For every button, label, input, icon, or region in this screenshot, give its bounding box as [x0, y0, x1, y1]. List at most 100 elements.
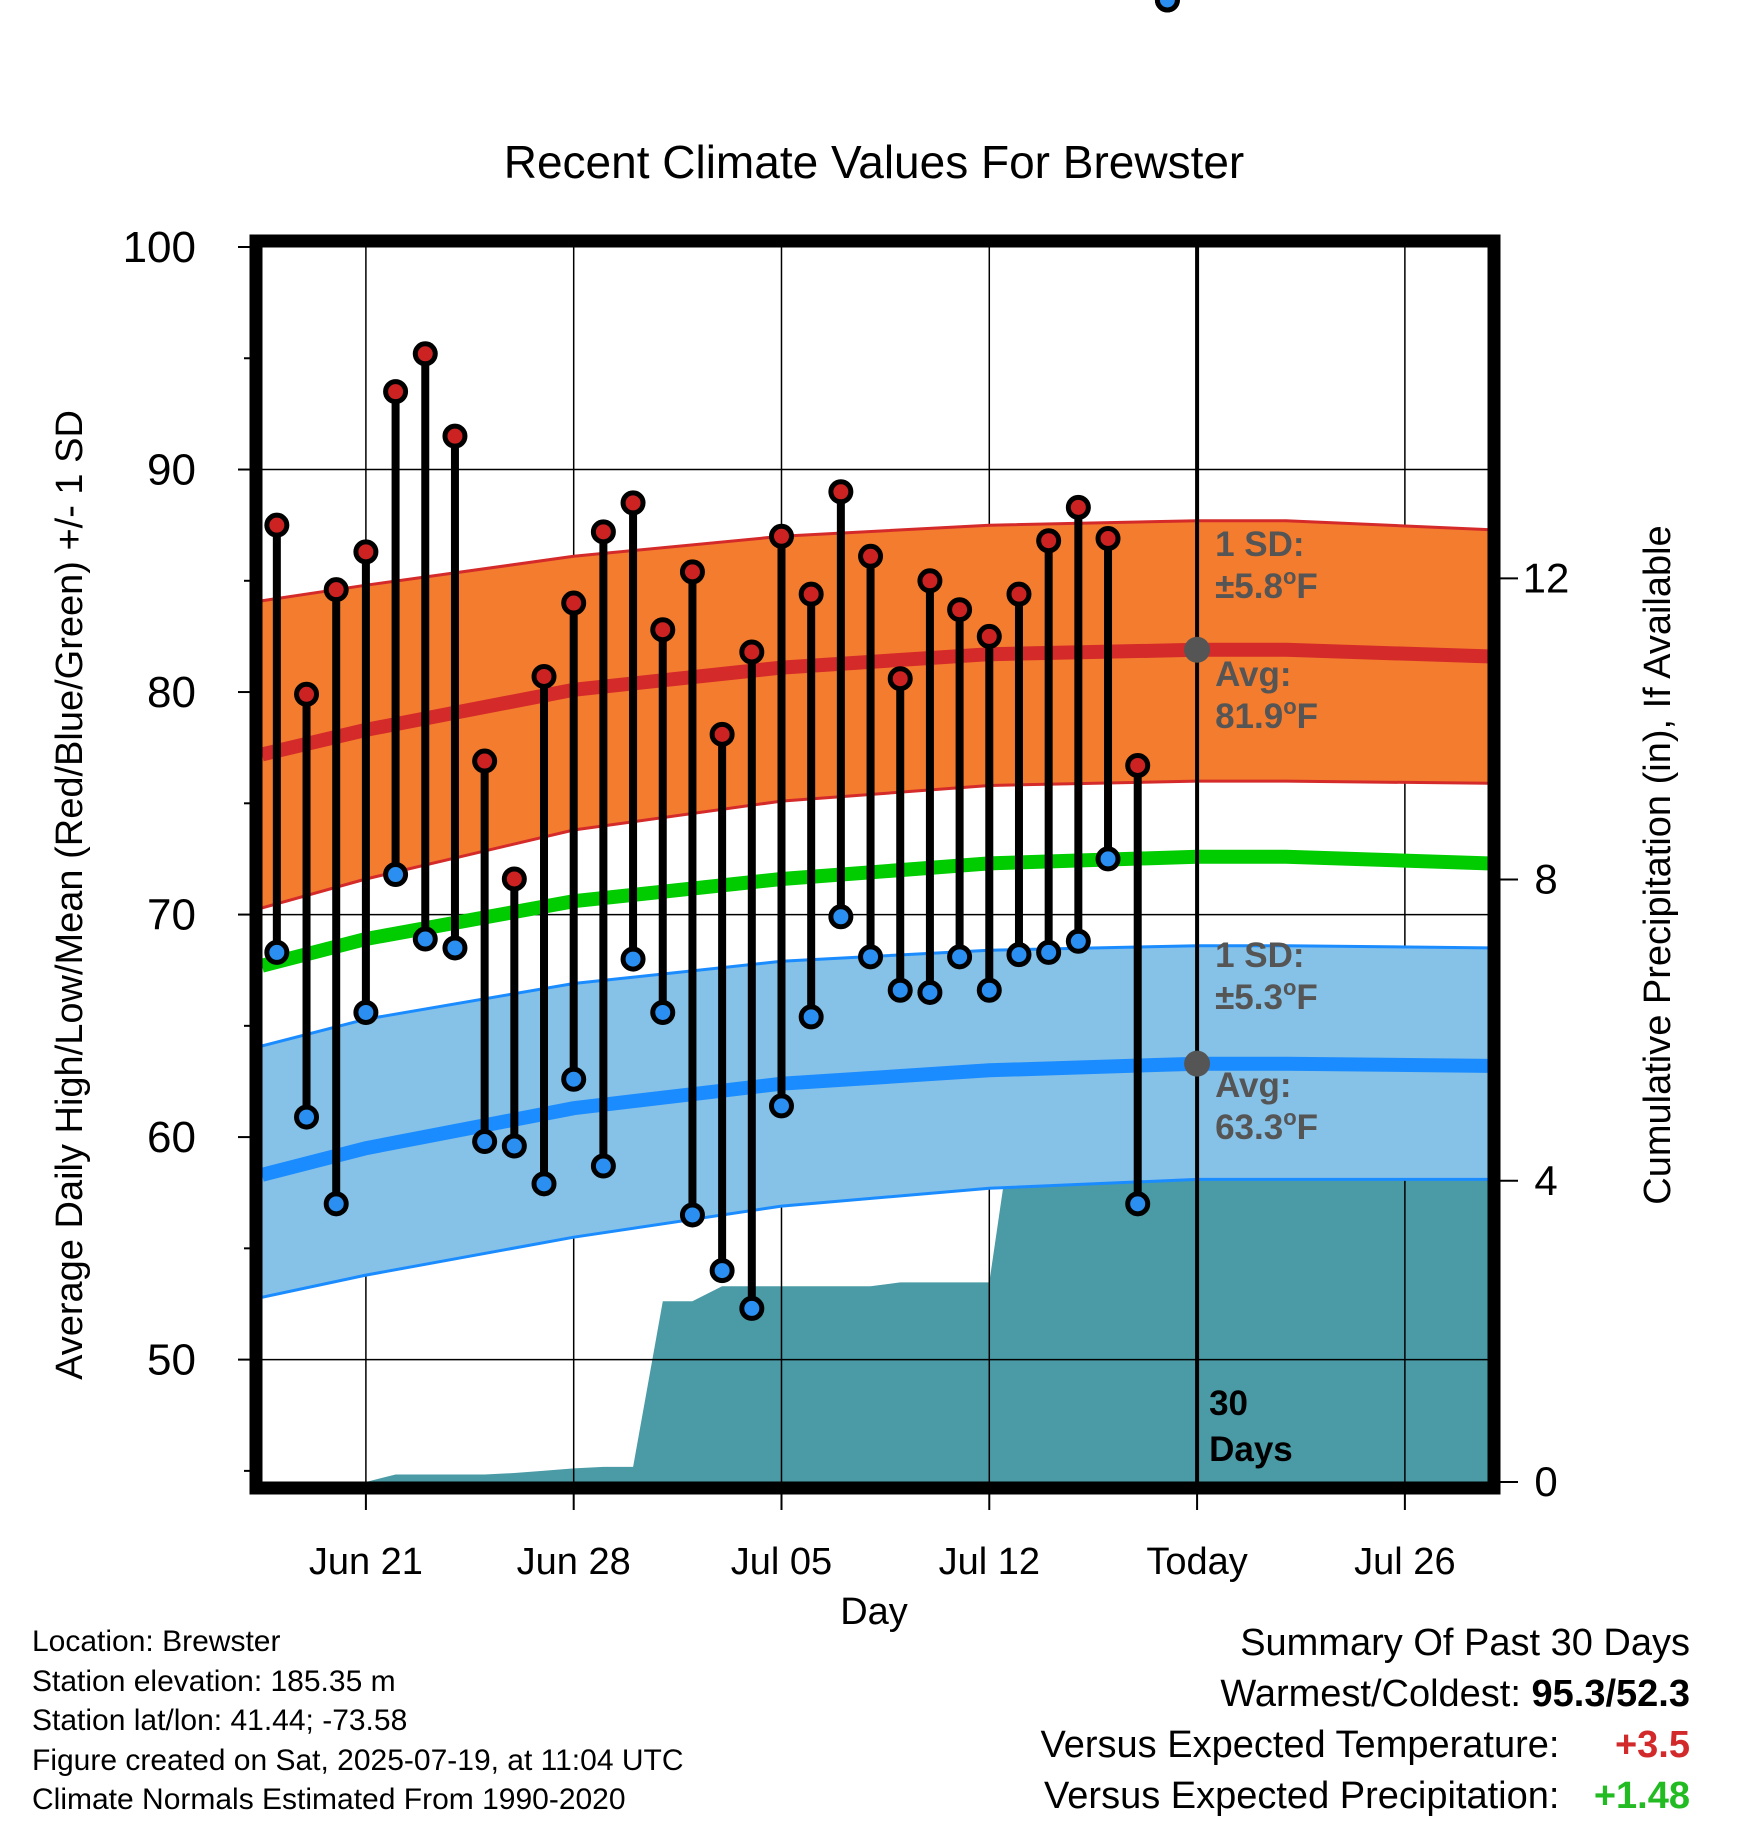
daily-low-point — [768, 1093, 794, 1119]
daily-high-point — [1065, 494, 1091, 520]
y-tick-label: 70 — [147, 891, 196, 940]
window-unit: Days — [1209, 1430, 1293, 1469]
daily-high-point — [590, 519, 616, 545]
high-avg-marker — [1184, 636, 1211, 663]
y2-tick-label: 12 — [1523, 554, 1570, 601]
daily-high-point — [294, 681, 320, 707]
mean-normal-line — [262, 849, 1488, 973]
low-avg-line — [262, 1056, 1488, 1182]
daily-low-point — [917, 979, 943, 1005]
x-tick-label: Jun 28 — [517, 1541, 631, 1583]
daily-high-point — [887, 666, 913, 692]
y-tick-label: 80 — [147, 668, 196, 717]
daily-low-point — [323, 1191, 349, 1217]
temp-value: +3.5 — [1614, 1724, 1690, 1766]
daily-high-point — [353, 539, 379, 565]
daily-low-point — [1006, 942, 1032, 968]
y-tick-label: 50 — [147, 1336, 196, 1385]
info-normals: Climate Normals Estimated From 1990-2020 — [32, 1783, 626, 1816]
low-sd-lower-line — [262, 1177, 1488, 1299]
daily-high-point — [1125, 752, 1151, 778]
daily-low-point — [412, 926, 438, 952]
daily-low-point — [501, 1133, 527, 1159]
summary-panel: Summary Of Past 30 Days Warmest/Coldest:… — [1041, 1618, 1690, 1822]
daily-high-point — [264, 512, 290, 538]
daily-low-point — [294, 1104, 320, 1130]
daily-low-point — [264, 939, 290, 965]
daily-high-point — [828, 479, 854, 505]
window-number: 30 — [1209, 1384, 1248, 1423]
daily-high-point — [768, 523, 794, 549]
coldest-value: 52.3 — [1616, 1673, 1690, 1715]
daily-high-point — [739, 639, 765, 665]
warm-cold-label: Warmest/Coldest: — [1220, 1673, 1521, 1715]
daily-low-point — [650, 999, 676, 1025]
daily-high-point — [383, 379, 409, 405]
daily-high-point — [917, 568, 943, 594]
daily-low-point — [590, 1153, 616, 1179]
x-tick-label: Jun 21 — [309, 1541, 423, 1583]
summary-precip: Versus Expected Precipitation: +1.48 — [1041, 1771, 1690, 1822]
daily-low-point — [442, 935, 468, 961]
low-sd-value: ±5.3oF — [1215, 975, 1318, 1017]
daily-low-point — [1154, 0, 1180, 13]
daily-high-point — [650, 617, 676, 643]
daily-high-point — [858, 543, 884, 569]
daily-low-point — [531, 1171, 557, 1197]
high-avg-value: 81.9oF — [1215, 694, 1318, 736]
temp-label: Versus Expected Temperature: — [1040, 1724, 1560, 1766]
high-sd-label: 1 SD: — [1215, 525, 1304, 564]
low-avg-label: Avg: — [1215, 1066, 1291, 1105]
daily-low-point — [472, 1129, 498, 1155]
daily-low-point — [679, 1202, 705, 1228]
daily-high-point — [976, 623, 1002, 649]
daily-high-point — [501, 866, 527, 892]
info-elevation: Station elevation: 185.35 m — [32, 1664, 396, 1698]
summary-warm-cold: Warmest/Coldest: 95.3/52.3 — [1041, 1669, 1690, 1720]
x-tick-label: Jul 05 — [731, 1541, 832, 1583]
low-avg-value: 63.3oF — [1215, 1105, 1318, 1147]
daily-high-point — [531, 663, 557, 689]
daily-low-point — [976, 977, 1002, 1003]
info-latlon: Station lat/lon: 41.44; -73.58 — [32, 1704, 408, 1737]
y-tick-label: 60 — [147, 1113, 196, 1162]
daily-low-point — [947, 944, 973, 970]
daily-high-point — [1036, 528, 1062, 554]
daily-low-point — [798, 1004, 824, 1030]
precip-label: Versus Expected Precipitation: — [1044, 1775, 1560, 1817]
daily-high-point — [561, 590, 587, 616]
y2-tick-label: 0 — [1534, 1458, 1557, 1505]
y2-tick-label: 8 — [1534, 856, 1557, 903]
summary-temp: Versus Expected Temperature: +3.5 — [1041, 1720, 1690, 1771]
high-sd-band — [262, 520, 1488, 908]
daily-high-point — [412, 341, 438, 367]
chart-title: Recent Climate Values For Brewster — [504, 136, 1245, 188]
y2-tick-label: 4 — [1534, 1157, 1557, 1204]
x-tick-label: Jul 26 — [1354, 1541, 1455, 1583]
info-location: Location: Brewster — [32, 1625, 281, 1658]
high-avg-line — [262, 642, 1488, 762]
low-sd-band — [262, 945, 1488, 1298]
daily-high-point — [442, 423, 468, 449]
daily-low-point — [353, 999, 379, 1025]
y-axis-label: Average Daily High/Low/Mean (Red/Blue/Gr… — [49, 410, 91, 1380]
daily-low-point — [383, 862, 409, 888]
daily-high-point — [620, 490, 646, 516]
y2-axis-label: Cumulative Precipitation (in), If Availa… — [1637, 525, 1679, 1204]
plot-frame — [249, 234, 1501, 1495]
daily-low-point — [561, 1066, 587, 1092]
daily-low-point — [1036, 939, 1062, 965]
info-created: Figure created on Sat, 2025-07-19, at 11… — [32, 1743, 684, 1777]
x-tick-label: Today — [1146, 1541, 1247, 1583]
daily-high-point — [472, 748, 498, 774]
daily-low-point — [620, 946, 646, 972]
high-avg-label: Avg: — [1215, 655, 1291, 694]
warm-cold-separator: / — [1605, 1673, 1617, 1715]
high-sd-upper-line — [262, 519, 1488, 603]
low-avg-marker — [1184, 1050, 1211, 1077]
daily-low-point — [828, 904, 854, 930]
daily-low-point — [858, 944, 884, 970]
daily-low-point — [1095, 846, 1121, 872]
daily-low-point — [709, 1258, 735, 1284]
